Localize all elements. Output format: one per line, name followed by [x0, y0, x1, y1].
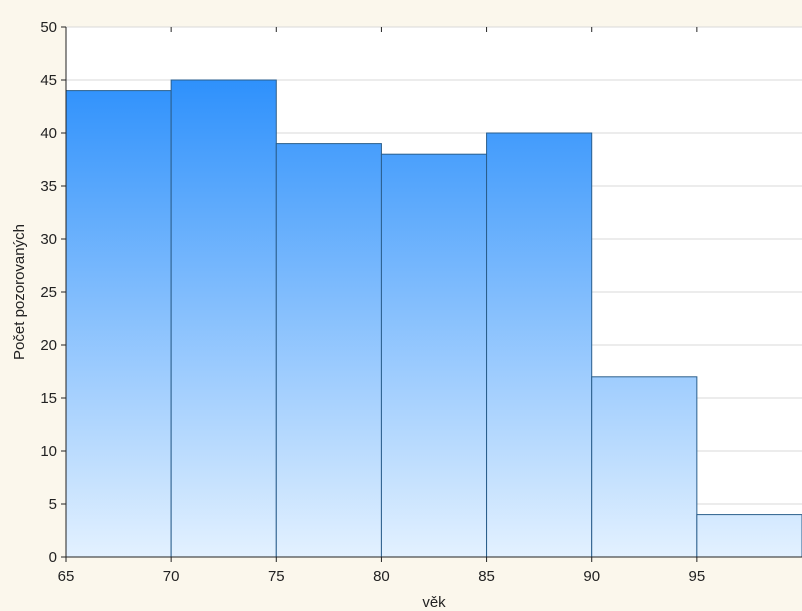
x-tick-label: 90: [583, 568, 600, 585]
y-tick-label: 40: [40, 125, 57, 142]
y-axis-ticks: 0 5 10 15 20 25 30 35 40 45 50: [40, 19, 66, 566]
x-tick-label: 95: [689, 568, 706, 585]
y-tick-label: 10: [40, 443, 57, 460]
y-tick-label: 5: [49, 496, 57, 513]
y-tick-label: 25: [40, 284, 57, 301]
histogram-bar: [170, 79, 277, 558]
x-tick-label: 85: [478, 568, 495, 585]
y-tick-label: 20: [40, 337, 57, 354]
y-tick-label: 30: [40, 231, 57, 248]
histogram-bar: [65, 90, 172, 558]
histogram-bar: [486, 132, 593, 558]
y-tick-label: 15: [40, 390, 57, 407]
histogram-bar: [275, 143, 382, 558]
x-tick-label: 70: [163, 568, 180, 585]
x-tick-label: 80: [373, 568, 390, 585]
x-tick-label: 75: [268, 568, 285, 585]
bars: [65, 79, 802, 558]
y-tick-label: 0: [49, 549, 57, 566]
y-tick-label: 35: [40, 178, 57, 195]
y-axis-title: Počet pozorovaných: [11, 224, 28, 360]
y-tick-label: 50: [40, 19, 57, 36]
histogram-bar: [591, 376, 698, 558]
x-axis-title: věk: [422, 594, 446, 611]
histogram-bar: [380, 153, 488, 558]
y-tick-label: 45: [40, 72, 57, 89]
x-tick-label: 65: [58, 568, 75, 585]
histogram-bar: [696, 514, 802, 558]
x-axis-ticks: 65 70 75 80 85 90 95: [58, 27, 706, 585]
